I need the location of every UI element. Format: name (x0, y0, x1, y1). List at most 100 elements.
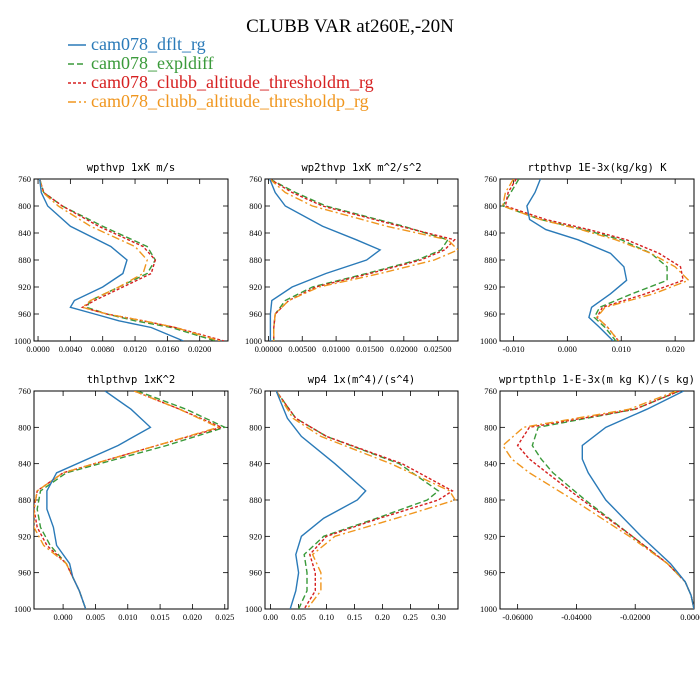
x-tick-label: 0.005 (86, 612, 105, 622)
y-tick-label: 960 (484, 309, 497, 319)
y-tick-label: 800 (18, 201, 31, 211)
series-line (504, 179, 685, 341)
x-tick-label: 0.00500 (288, 344, 316, 354)
plot-panel: rtpthvp 1E-3x(kg/kg) K 760 800 840 880 920 960… (480, 162, 695, 354)
y-tick-label: 1000 (245, 336, 262, 346)
x-tick-label: 0.01000 (322, 344, 350, 354)
y-tick-label: 840 (484, 228, 497, 238)
y-tick-label: 880 (18, 255, 31, 265)
x-tick-label: 0.30 (431, 612, 446, 622)
y-tick-label: 840 (249, 228, 262, 238)
y-tick-label: 1000 (245, 604, 262, 614)
y-tick-label: 920 (249, 531, 262, 541)
x-tick-label: 0.00 (263, 612, 278, 622)
y-tick-label: 880 (484, 255, 497, 265)
panel-title: wprtpthlp 1-E-3x(m kg K)/(s kg) (499, 374, 695, 386)
series-line (275, 391, 367, 609)
x-tick-label: 0.010 (118, 612, 137, 622)
x-tick-label: 0.0040 (59, 344, 82, 354)
x-tick-label: -0.06000 (502, 612, 532, 622)
x-tick-label: 0.0120 (123, 344, 146, 354)
y-tick-label: 920 (18, 282, 31, 292)
series-line (269, 179, 382, 341)
y-tick-label: 840 (18, 459, 31, 469)
y-tick-label: 960 (18, 309, 31, 319)
x-tick-label: 0.20 (375, 612, 390, 622)
legend-label: cam078_expldiff (91, 53, 214, 73)
y-tick-label: 920 (484, 282, 497, 292)
x-tick-label: 0.0080 (91, 344, 114, 354)
y-tick-label: 840 (249, 459, 262, 469)
y-tick-label: 800 (484, 422, 497, 432)
series-line (269, 179, 458, 341)
x-tick-label: 0.02500 (424, 344, 452, 354)
series-line (275, 391, 457, 609)
plot-panel: thlpthvp 1xK^2 760 800 840 880 920 960 1000 0.00… (14, 374, 234, 622)
panel-title: wp4 1x(m^4)/(s^4) (308, 374, 415, 386)
y-tick-label: 760 (484, 174, 497, 184)
panel-title: wpthvp 1xK m/s (87, 162, 176, 174)
plot-panel: wprtpthlp 1-E-3x(m kg K)/(s kg)760 800 840… (480, 374, 700, 622)
legend: cam078_dflt_rgcam078_expldiffcam078_club… (68, 34, 374, 111)
series-line (46, 391, 152, 609)
y-tick-label: 760 (18, 174, 31, 184)
plot-panel: wpthvp 1xK m/s76080084088092096010000.00… (14, 162, 229, 354)
x-tick-label: -0.02000 (620, 612, 650, 622)
y-tick-label: 920 (249, 282, 262, 292)
figure-title: CLUBB VAR at260E,-20N (246, 16, 454, 37)
y-tick-label: 960 (484, 568, 497, 578)
y-tick-label: 920 (18, 531, 31, 541)
plot-panel: wp4 1x(m^4)/(s^4)76080084088092096010000… (245, 374, 459, 622)
y-tick-label: 760 (249, 386, 262, 396)
y-tick-label: 1000 (480, 336, 497, 346)
y-tick-label: 960 (249, 568, 262, 578)
y-tick-label: 800 (484, 201, 497, 211)
series-line (501, 179, 690, 341)
panel-title: wp2thvp 1xK m^2/s^2 (301, 162, 421, 174)
legend-label: cam078_clubb_altitude_thresholdp_rg (91, 91, 369, 111)
x-tick-label: 0.01500 (356, 344, 384, 354)
x-tick-label: -0.010 (502, 344, 524, 354)
y-tick-label: 800 (249, 201, 262, 211)
y-tick-label: 880 (249, 495, 262, 505)
y-tick-label: 800 (249, 422, 262, 432)
y-tick-label: 880 (249, 255, 262, 265)
series-line (275, 391, 454, 609)
x-tick-label: 0.0000 (26, 344, 49, 354)
y-tick-label: 1000 (14, 336, 31, 346)
y-tick-label: 920 (484, 531, 497, 541)
y-tick-label: 960 (18, 568, 31, 578)
series-line (39, 179, 221, 341)
y-tick-label: 800 (18, 422, 31, 432)
series-line (581, 391, 694, 609)
legend-label: cam078_clubb_altitude_thresholdm_rg (91, 72, 374, 92)
y-tick-label: 1000 (14, 604, 31, 614)
series-line (275, 391, 440, 609)
legend-label: cam078_dflt_rg (91, 34, 206, 54)
panel-title: thlpthvp 1xK^2 (87, 374, 176, 386)
y-tick-label: 1000 (480, 604, 497, 614)
x-tick-label: 0.000 (54, 612, 73, 622)
y-tick-label: 840 (18, 228, 31, 238)
series-line (526, 179, 628, 341)
y-tick-label: 760 (484, 386, 497, 396)
y-tick-label: 880 (484, 495, 497, 505)
series-line (39, 179, 184, 341)
x-tick-label: 0.015 (151, 612, 170, 622)
x-tick-label: 0.10 (319, 612, 334, 622)
x-tick-label: 0.00000 (680, 612, 700, 622)
x-tick-label: 0.25 (403, 612, 418, 622)
x-tick-label: 0.025 (215, 612, 234, 622)
x-tick-label: 0.000 (558, 344, 577, 354)
x-tick-label: 0.0200 (188, 344, 211, 354)
y-tick-label: 880 (18, 495, 31, 505)
panels: wpthvp 1xK m/s76080084088092096010000.00… (14, 162, 700, 622)
x-tick-label: -0.04000 (561, 612, 591, 622)
x-tick-label: 0.05 (291, 612, 306, 622)
x-tick-label: 0.020 (183, 612, 202, 622)
y-tick-label: 960 (249, 309, 262, 319)
y-tick-label: 760 (18, 386, 31, 396)
x-tick-label: 0.020 (666, 344, 685, 354)
plot-panel: wp2thvp 1xK m^2/s^2 760 800 840 880 920 960 100… (245, 162, 459, 354)
